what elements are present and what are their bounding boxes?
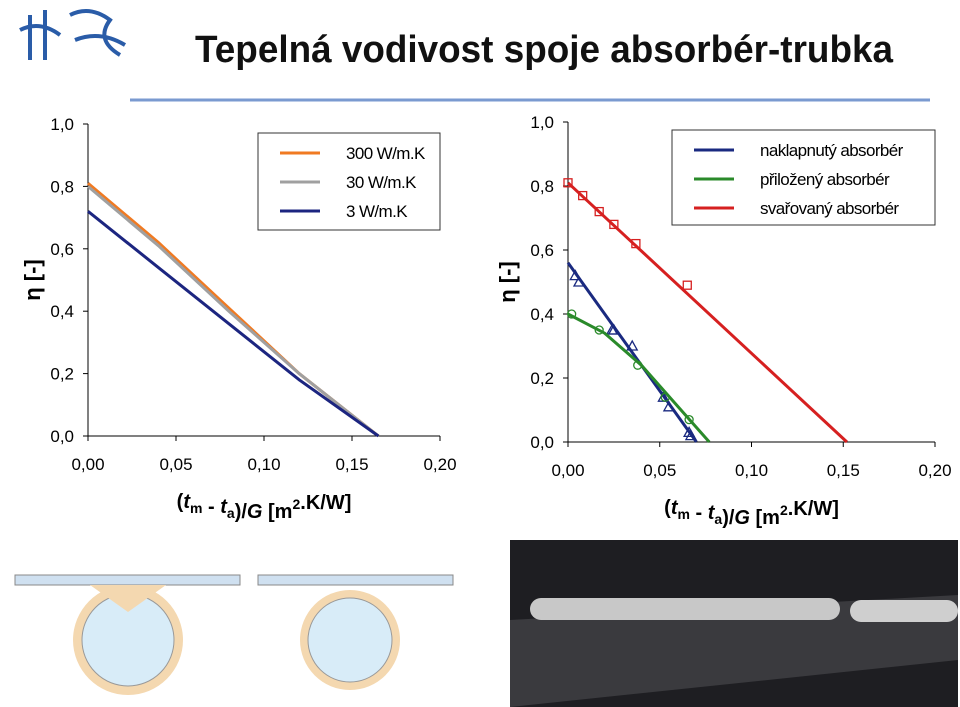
- marker: [563, 178, 573, 188]
- series-line: [566, 261, 698, 443]
- marker: [594, 325, 604, 335]
- illustration-left: [14, 574, 241, 695]
- x-label-part: )/: [722, 507, 735, 529]
- legend-label: 3 W/m.K: [346, 202, 408, 221]
- x-label-part: (: [664, 497, 671, 519]
- y-tick-label: 0,6: [530, 241, 554, 260]
- marker: [572, 275, 586, 287]
- x-tick-label: 0,15: [827, 461, 860, 480]
- marker: [660, 392, 670, 402]
- x-label-part: 2: [780, 502, 788, 518]
- y-tick-label: 0,4: [50, 302, 74, 321]
- x-label-part: m: [677, 506, 689, 522]
- marker: [662, 400, 676, 412]
- series-line: [87, 210, 380, 438]
- illustration-right: [257, 574, 454, 690]
- legend-label: svařovaný absorbér: [760, 199, 899, 218]
- chart: 0,0 0,2 0,4 0,6 0,8 1,0 0,00 0,05 0,10 0,15 0,20 η …: [20, 115, 457, 523]
- y-tick-label: 0,0: [50, 427, 74, 446]
- x-tick-label: 0,20: [918, 461, 951, 480]
- x-label-part: a: [227, 505, 235, 521]
- x-label-part: (: [177, 491, 184, 513]
- marker: [607, 323, 620, 335]
- x-tick-label: 0,10: [735, 461, 768, 480]
- slide-title: Tepelná vodivost spoje absorbér-trubka: [195, 29, 894, 71]
- x-label-part: m: [190, 500, 202, 516]
- y-tick-label: 1,0: [530, 113, 554, 132]
- y-tick-label: 0,8: [530, 177, 554, 196]
- y-tick-label: 1,0: [50, 115, 74, 134]
- x-label-part: t: [671, 497, 679, 519]
- photo: [510, 540, 958, 707]
- y-tick-label: 0,2: [530, 369, 554, 388]
- marker: [594, 206, 604, 217]
- x-label-part: 2: [292, 496, 300, 512]
- x-label-part: .K/W]: [300, 492, 351, 514]
- x-label-part: t: [183, 491, 191, 513]
- x-tick-label: 0,00: [71, 455, 104, 474]
- marker: [609, 219, 619, 230]
- series-line: [566, 181, 848, 444]
- x-label-part: -: [202, 496, 220, 518]
- marker: [578, 190, 588, 201]
- legend-label: 30 W/m.K: [346, 173, 417, 192]
- x-axis-label: (tm - ta)/G [m2.K/W]: [664, 497, 839, 529]
- x-label-part: .K/W]: [788, 498, 839, 520]
- x-label-part: G: [247, 501, 263, 523]
- marker: [631, 238, 641, 249]
- x-label-part: t: [220, 496, 228, 518]
- marker: [682, 280, 692, 290]
- x-label-part: [m: [262, 501, 292, 523]
- marker: [626, 339, 639, 351]
- x-tick-label: 0,05: [643, 461, 676, 480]
- marker: [684, 429, 698, 441]
- y-axis-label: η [-]: [20, 259, 45, 301]
- charts: 0,0 0,2 0,4 0,6 0,8 1,0 0,00 0,05 0,10 0,15 0,20 η …: [20, 113, 952, 529]
- legend-label: 300 W/m.K: [346, 144, 426, 163]
- x-tick-label: 0,00: [551, 461, 584, 480]
- marker: [684, 414, 694, 425]
- marker: [567, 309, 577, 319]
- series-line: [87, 185, 380, 438]
- y-axis-label: η [-]: [495, 261, 520, 303]
- y-tick-label: 0,8: [50, 177, 74, 196]
- x-label-part: [m: [750, 507, 780, 529]
- x-label-part: t: [708, 502, 716, 524]
- y-tick-label: 0,6: [50, 240, 74, 259]
- x-label-part: -: [690, 502, 708, 524]
- x-tick-label: 0,10: [247, 455, 280, 474]
- y-tick-label: 0,4: [530, 305, 554, 324]
- logo: [19, 9, 127, 60]
- marker: [633, 360, 643, 370]
- x-tick-label: 0,05: [159, 455, 192, 474]
- x-label-part: )/: [235, 501, 248, 523]
- x-axis-label: (tm - ta)/G [m2.K/W]: [177, 491, 352, 523]
- x-label-part: a: [714, 511, 722, 527]
- x-label-part: G: [734, 507, 750, 529]
- y-tick-label: 0,0: [530, 433, 554, 452]
- y-tick-label: 0,2: [50, 365, 74, 384]
- chart: 0,0 0,2 0,4 0,6 0,8 1,0 0,00 0,05 0,10 0,15 0,20 η …: [495, 113, 952, 529]
- x-tick-label: 0,15: [335, 455, 368, 474]
- marker: [569, 269, 582, 281]
- legend-label: přiložený absorbér: [760, 170, 890, 189]
- x-tick-label: 0,20: [423, 455, 456, 474]
- legend-label: naklapnutý absorbér: [760, 141, 904, 160]
